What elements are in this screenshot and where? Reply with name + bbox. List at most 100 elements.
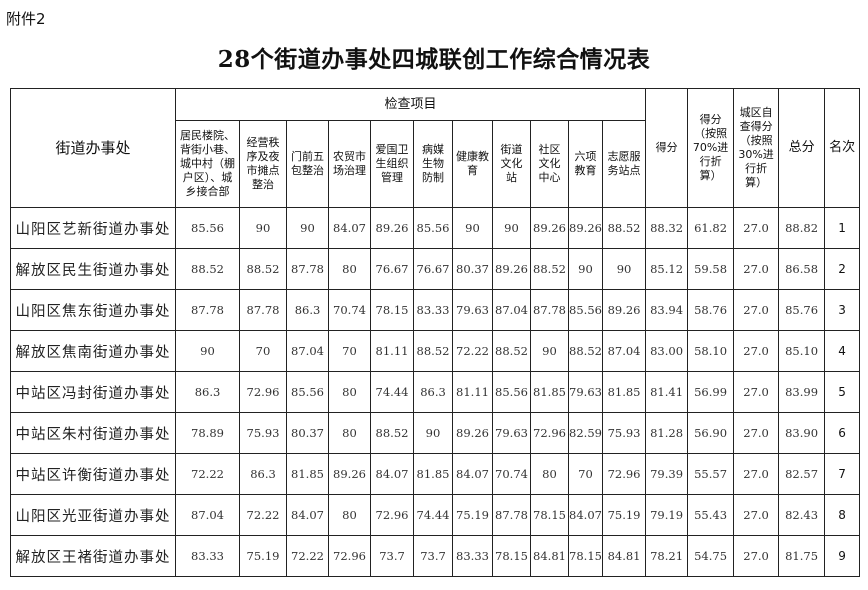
item-score-cell: 72.96 (328, 535, 371, 577)
score-cell: 88.32 (645, 207, 689, 249)
score-cell: 81.41 (645, 371, 689, 413)
score-cell: 81.28 (645, 412, 689, 454)
office-name: 中站区冯封街道办事处 (10, 371, 176, 413)
item-score-cell: 80 (530, 453, 569, 495)
header-item: 社区文化中心 (530, 120, 569, 208)
self30-cell: 27.0 (733, 371, 780, 413)
item-score-cell: 80 (328, 248, 371, 290)
item-score-cell: 88.52 (492, 330, 531, 372)
self30-cell: 27.0 (733, 207, 780, 249)
item-score-cell: 81.85 (286, 453, 329, 495)
header-item: 居民楼院、背街小巷、城中村（棚户区）、城乡接合部 (175, 120, 240, 208)
item-score-cell: 72.22 (175, 453, 240, 495)
item-score-cell: 87.78 (492, 494, 531, 536)
header-rank: 名次 (824, 88, 861, 208)
item-score-cell: 72.96 (530, 412, 569, 454)
header-item: 经营秩序及夜市摊点整治 (239, 120, 287, 208)
item-score-cell: 84.81 (530, 535, 569, 577)
total-cell: 85.10 (778, 330, 826, 372)
office-name: 中站区许衡街道办事处 (10, 453, 176, 495)
table-row: 中站区冯封街道办事处 86.3 72.96 85.56 80 74.44 86.3 81.11… (10, 371, 861, 413)
table-row: 山阳区焦东街道办事处 87.78 87.78 86.3 70.74 78.15 83.33 7… (10, 289, 861, 331)
item-score-cell: 72.96 (370, 494, 414, 536)
item-score-cell: 83.33 (175, 535, 240, 577)
item-score-cell: 87.04 (601, 330, 647, 372)
item-score-cell: 90 (568, 248, 603, 290)
item-score-cell: 87.78 (175, 289, 240, 331)
item-score-cell: 87.04 (492, 289, 531, 331)
item-score-cell: 80.37 (452, 248, 493, 290)
header-item: 街道文化站 (492, 120, 531, 208)
item-score-cell: 75.19 (239, 535, 287, 577)
item-score-cell: 90 (530, 330, 569, 372)
item-score-cell: 72.96 (601, 453, 647, 495)
item-score-cell: 90 (452, 207, 493, 249)
item-score-cell: 86.3 (175, 371, 240, 413)
item-score-cell: 70 (239, 330, 287, 372)
office-name: 山阳区光亚街道办事处 (10, 494, 176, 536)
item-score-cell: 85.56 (286, 371, 329, 413)
header-item: 健康教育 (452, 120, 493, 208)
item-score-cell: 75.19 (452, 494, 493, 536)
item-score-cell: 84.07 (568, 494, 603, 536)
score70-cell: 56.90 (687, 412, 735, 454)
item-score-cell: 81.11 (452, 371, 493, 413)
item-score-cell: 88.52 (568, 330, 603, 372)
rank-cell: 4 (824, 330, 861, 372)
rank-cell: 6 (824, 412, 861, 454)
item-score-cell: 87.04 (175, 494, 240, 536)
item-score-cell: 88.52 (530, 248, 569, 290)
table-row: 山阳区光亚街道办事处 87.04 72.22 84.07 80 72.96 74.44 75.… (10, 494, 861, 536)
page-title: 28个街道办事处四城联创工作综合情况表 (217, 46, 651, 73)
item-score-cell: 90 (175, 330, 240, 372)
office-name: 山阳区艺新街道办事处 (10, 207, 176, 249)
self30-cell: 27.0 (733, 330, 780, 372)
total-cell: 82.57 (778, 453, 826, 495)
item-score-cell: 81.11 (370, 330, 414, 372)
score-cell: 78.21 (645, 535, 689, 577)
item-score-cell: 85.56 (413, 207, 453, 249)
total-cell: 81.75 (778, 535, 826, 577)
item-score-cell: 90 (601, 248, 647, 290)
table-row: 山阳区艺新街道办事处 85.56 90 90 84.07 89.26 85.56 90 90 89… (10, 207, 861, 249)
rank-cell: 3 (824, 289, 861, 331)
total-cell: 83.90 (778, 412, 826, 454)
item-score-cell: 86.3 (286, 289, 329, 331)
score70-cell: 58.76 (687, 289, 735, 331)
item-score-cell: 70.74 (328, 289, 371, 331)
score-cell: 83.94 (645, 289, 689, 331)
item-score-cell: 81.85 (413, 453, 453, 495)
item-score-cell: 76.67 (370, 248, 414, 290)
total-cell: 86.58 (778, 248, 826, 290)
item-score-cell: 84.07 (452, 453, 493, 495)
summary-table: 街道办事处 检查项目 得分 得分（按照70%进行折算） 城区自查得分（按照30%… (10, 88, 861, 577)
total-cell: 82.43 (778, 494, 826, 536)
item-score-cell: 78.15 (492, 535, 531, 577)
item-score-cell: 87.78 (239, 289, 287, 331)
item-score-cell: 84.81 (601, 535, 647, 577)
self30-cell: 27.0 (733, 248, 780, 290)
item-score-cell: 84.07 (370, 453, 414, 495)
score70-cell: 55.43 (687, 494, 735, 536)
office-name: 中站区朱村街道办事处 (10, 412, 176, 454)
header-office: 街道办事处 (10, 88, 176, 208)
rank-cell: 5 (824, 371, 861, 413)
office-name: 解放区民生街道办事处 (10, 248, 176, 290)
item-score-cell: 72.96 (239, 371, 287, 413)
item-score-cell: 70.74 (492, 453, 531, 495)
item-score-cell: 72.22 (452, 330, 493, 372)
item-score-cell: 74.44 (413, 494, 453, 536)
item-score-cell: 80 (328, 412, 371, 454)
score-cell: 85.12 (645, 248, 689, 290)
item-score-cell: 75.93 (239, 412, 287, 454)
total-cell: 88.82 (778, 207, 826, 249)
item-score-cell: 78.89 (175, 412, 240, 454)
score-cell: 83.00 (645, 330, 689, 372)
item-score-cell: 88.52 (601, 207, 647, 249)
item-score-cell: 87.78 (286, 248, 329, 290)
item-score-cell: 89.26 (328, 453, 371, 495)
item-score-cell: 80 (328, 371, 371, 413)
header-item: 爱国卫生组织管理 (370, 120, 414, 208)
item-score-cell: 87.04 (286, 330, 329, 372)
attachment-label: 附件2 (6, 10, 46, 28)
